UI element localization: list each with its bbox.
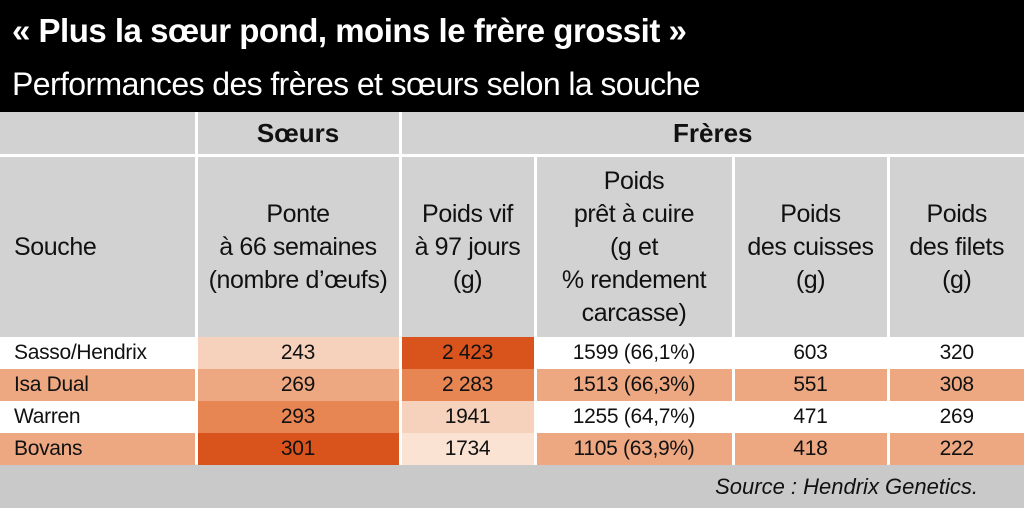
cell-cuisses: 551 [733,369,890,401]
group-freres: Frères [400,112,1024,157]
title: « Plus la sœur pond, moins le frère gros… [12,12,687,49]
col-poids-filets: Poids des filets (g) [888,155,1024,337]
cell-souche: Bovans [0,433,198,465]
group-empty [0,112,198,157]
column-header-row: Souche Ponte à 66 semaines (nombre d’œuf… [0,155,1024,337]
table-row: Warren 293 1941 1255 (64,7%) 471 269 [0,401,1024,433]
col-ponte: Ponte à 66 semaines (nombre d’œufs) [196,155,402,337]
performance-table: Sœurs Frères Souche Ponte à 66 semaines … [0,112,1024,508]
cell-filets: 222 [888,433,1024,465]
cell-ponte: 243 [196,337,402,369]
table-row: Sasso/Hendrix 243 2 423 1599 (66,1%) 603… [0,337,1024,369]
table-row: Bovans 301 1734 1105 (63,9%) 418 222 [0,433,1024,465]
cell-filets: 269 [939,405,974,428]
cell-filets: 308 [888,369,1024,401]
cell-cuisses: 471 [733,401,890,433]
footer-row: Source : Hendrix Genetics. [0,465,1024,508]
col-poids-pret-a-cuire: Poids prêt à cuire (g et % rendement car… [535,155,735,337]
cell-souche: Sasso/Hendrix [0,337,198,369]
cell-cuisses: 603 [733,337,890,369]
cell-poids-vif: 2 283 [400,369,537,401]
cell-poids-vif: 2 423 [400,337,537,369]
cell-poids-vif: 1734 [400,433,537,465]
subtitle: Performances des frères et sœurs selon l… [12,66,701,102]
cell-ponte: 293 [196,401,402,433]
source-note: Source : Hendrix Genetics. [0,465,1024,508]
cell-poids-pac: 1255 (64,7%) [535,401,735,433]
cell-poids-pac: 1513 (66,3%) [535,369,735,401]
col-poids-vif: Poids vif à 97 jours (g) [400,155,537,337]
table-row: Isa Dual 269 2 283 1513 (66,3%) 551 308 [0,369,1024,401]
group-header-row: Sœurs Frères [0,112,1024,157]
cell-cuisses: 418 [733,433,890,465]
cell-souche: Warren [0,401,198,433]
cell-poids-vif: 1941 [400,401,537,433]
col-souche: Souche [0,155,198,337]
cell-poids-pac: 1105 (63,9%) [535,433,735,465]
cell-ponte: 301 [196,433,402,465]
group-soeurs: Sœurs [196,112,402,157]
cell-souche: Isa Dual [0,369,198,401]
header-band: « Plus la sœur pond, moins le frère gros… [0,0,1024,112]
col-poids-cuisses: Poids des cuisses (g) [733,155,890,337]
cell-poids-pac: 1599 (66,1%) [535,337,735,369]
cell-ponte: 269 [196,369,402,401]
cell-filets: 320 [939,341,974,364]
